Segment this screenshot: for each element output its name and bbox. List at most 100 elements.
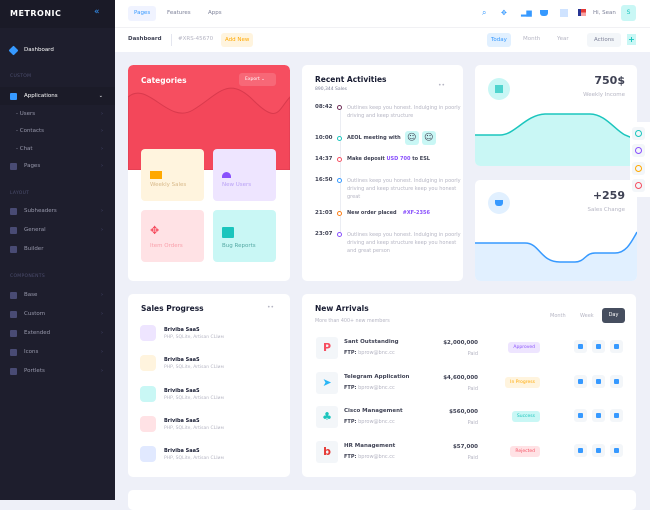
notifications-icon[interactable]: ✥ — [501, 9, 507, 17]
edit-icon — [596, 448, 601, 453]
delete-button[interactable] — [610, 340, 623, 353]
list-item[interactable]: Briviba SaaS PHP, SQLite, Artisan CLIим — [140, 446, 224, 462]
name[interactable]: Sant Outstanding — [344, 339, 399, 345]
label: - Chat — [16, 146, 33, 152]
dashboard-icon — [8, 45, 19, 55]
delete-button[interactable] — [610, 409, 623, 422]
nav-apps[interactable]: Apps — [208, 10, 222, 16]
basket-icon[interactable] — [540, 10, 548, 16]
grid-icon[interactable] — [560, 9, 568, 17]
chart-icon[interactable]: ▂▆ — [521, 9, 532, 17]
tab-month[interactable]: Month — [550, 313, 566, 319]
view-button[interactable] — [574, 375, 587, 388]
send-icon[interactable] — [632, 162, 645, 175]
more-icon[interactable]: •• — [438, 82, 446, 89]
avatar-boy[interactable]: ☺ — [404, 131, 419, 145]
ftp-label: FTP: — [344, 385, 357, 391]
edit-button[interactable] — [592, 375, 605, 388]
table-row[interactable]: ♣ Cisco Management FTP: bprow@bnc.cc $56… — [316, 406, 628, 428]
export-dropdown[interactable]: Export ⌄ — [239, 73, 276, 86]
edit-button[interactable] — [592, 340, 605, 353]
view-button[interactable] — [574, 444, 587, 457]
view-button[interactable] — [574, 409, 587, 422]
activity-item: 08:42 Outlines keep you honest. Indulging… — [315, 104, 462, 120]
tile-bug-reports[interactable]: Bug Reports — [213, 210, 276, 262]
name: Briviba SaaS — [164, 326, 200, 333]
weekly-income-card: 750$ Weekly Income — [475, 65, 637, 166]
label: Pages — [24, 163, 41, 169]
sidebar-item-subheaders[interactable]: Subheaders › — [0, 202, 115, 220]
view-button[interactable] — [574, 340, 587, 353]
logo: METRONIC — [10, 9, 62, 18]
actions-button[interactable]: Actions — [587, 33, 621, 47]
nav-features[interactable]: Features — [167, 10, 191, 16]
chat-icon[interactable] — [632, 179, 645, 192]
more-icon[interactable]: •• — [267, 304, 275, 311]
name[interactable]: Telegram Application — [344, 374, 410, 380]
search-icon[interactable]: ⌕ — [482, 8, 487, 17]
list-item[interactable]: Briviba SaaS PHP, SQLite, Artisan CLIим — [140, 386, 224, 402]
tile-weekly-sales[interactable]: Weekly Sales — [141, 149, 204, 201]
sidebar-item-contacts[interactable]: - Contacts › — [0, 122, 115, 140]
time: 23:07 — [315, 231, 333, 237]
collapse-sidebar-icon[interactable]: « — [94, 7, 100, 17]
sidebar-item-pages[interactable]: Pages › — [0, 157, 115, 175]
flag-us-icon[interactable] — [578, 9, 586, 16]
sidebar-item-custom[interactable]: Custom › — [0, 305, 115, 323]
add-file-icon[interactable]: + — [627, 34, 636, 45]
settings-icon[interactable] — [632, 144, 645, 157]
sidebar-item-applications[interactable]: Applications ⌄ — [0, 87, 115, 105]
delete-button[interactable] — [610, 444, 623, 457]
sidebar-item-builder[interactable]: Builder — [0, 240, 115, 258]
sidebar-item-portlets[interactable]: Portlets › — [0, 362, 115, 380]
period-month[interactable]: Month — [523, 36, 541, 42]
list-item[interactable]: Briviba SaaS PHP, SQLite, Artisan CLIим — [140, 416, 224, 432]
list-item[interactable]: Briviba SaaS PHP, SQLite, Artisan CLIим — [140, 325, 224, 341]
user-greeting[interactable]: Hi, Sean — [593, 10, 616, 16]
timeline-dot — [337, 105, 342, 110]
table-row[interactable]: ➤ Telegram Application FTP: bprow@bnc.cc… — [316, 372, 628, 394]
edit-button[interactable] — [592, 444, 605, 457]
name: Briviba SaaS — [164, 387, 200, 394]
sidebar-item-icons[interactable]: Icons › — [0, 343, 115, 361]
text: New order placed — [347, 210, 397, 216]
extended-icon — [10, 329, 17, 337]
edit-button[interactable] — [592, 409, 605, 422]
tab-week[interactable]: Week — [580, 313, 594, 319]
period-year[interactable]: Year — [557, 36, 569, 42]
app-icon — [140, 325, 156, 341]
avatar-girl[interactable]: ☺ — [421, 131, 436, 145]
add-user-icon — [222, 172, 231, 178]
delete-button[interactable] — [610, 375, 623, 388]
demo-icon[interactable] — [632, 127, 645, 140]
ftp-label: FTP: — [344, 454, 357, 460]
order-link[interactable]: #XF-2356 — [402, 210, 430, 216]
apps-icon — [10, 92, 17, 100]
sidebar-item-users[interactable]: - Users › — [0, 105, 115, 123]
table-row[interactable]: P Sant Outstanding FTP: bprow@bnc.cc $2,… — [316, 337, 628, 359]
sidebar-item-chat[interactable]: - Chat › — [0, 140, 115, 158]
paid-status: Paid — [467, 386, 478, 392]
tile-new-users[interactable]: New Users — [213, 149, 276, 201]
sidebar-item-dashboard[interactable]: Dashboard — [0, 41, 115, 59]
section-components: COMPONENTS — [10, 274, 46, 279]
name[interactable]: HR Management — [344, 443, 396, 449]
builder-icon — [10, 245, 17, 253]
sidebar-item-general[interactable]: General › — [0, 221, 115, 239]
orders-icon: ✥ — [150, 224, 160, 237]
sidebar-item-extended[interactable]: Extended › — [0, 324, 115, 342]
amount-link[interactable]: USD 700 — [386, 156, 411, 162]
table-row[interactable]: b HR Management FTP: bprow@bnc.cc $57,00… — [316, 441, 628, 463]
order-code: #XRS-45670 — [178, 36, 214, 42]
label: Icons — [24, 349, 39, 355]
tab-day[interactable]: Day — [602, 308, 625, 323]
add-new-button[interactable]: Add New — [221, 33, 254, 47]
avatar[interactable]: S — [621, 5, 636, 21]
sidebar-item-base[interactable]: Base › — [0, 286, 115, 304]
period-today[interactable]: Today — [487, 33, 511, 47]
tile-item-orders[interactable]: ✥ Item Orders — [141, 210, 204, 262]
list-item[interactable]: Briviba SaaS PHP, SQLite, Artisan CLIим — [140, 355, 224, 371]
name: Briviba SaaS — [164, 447, 200, 454]
name[interactable]: Cisco Management — [344, 408, 403, 414]
nav-pages[interactable]: Pages — [128, 6, 157, 21]
